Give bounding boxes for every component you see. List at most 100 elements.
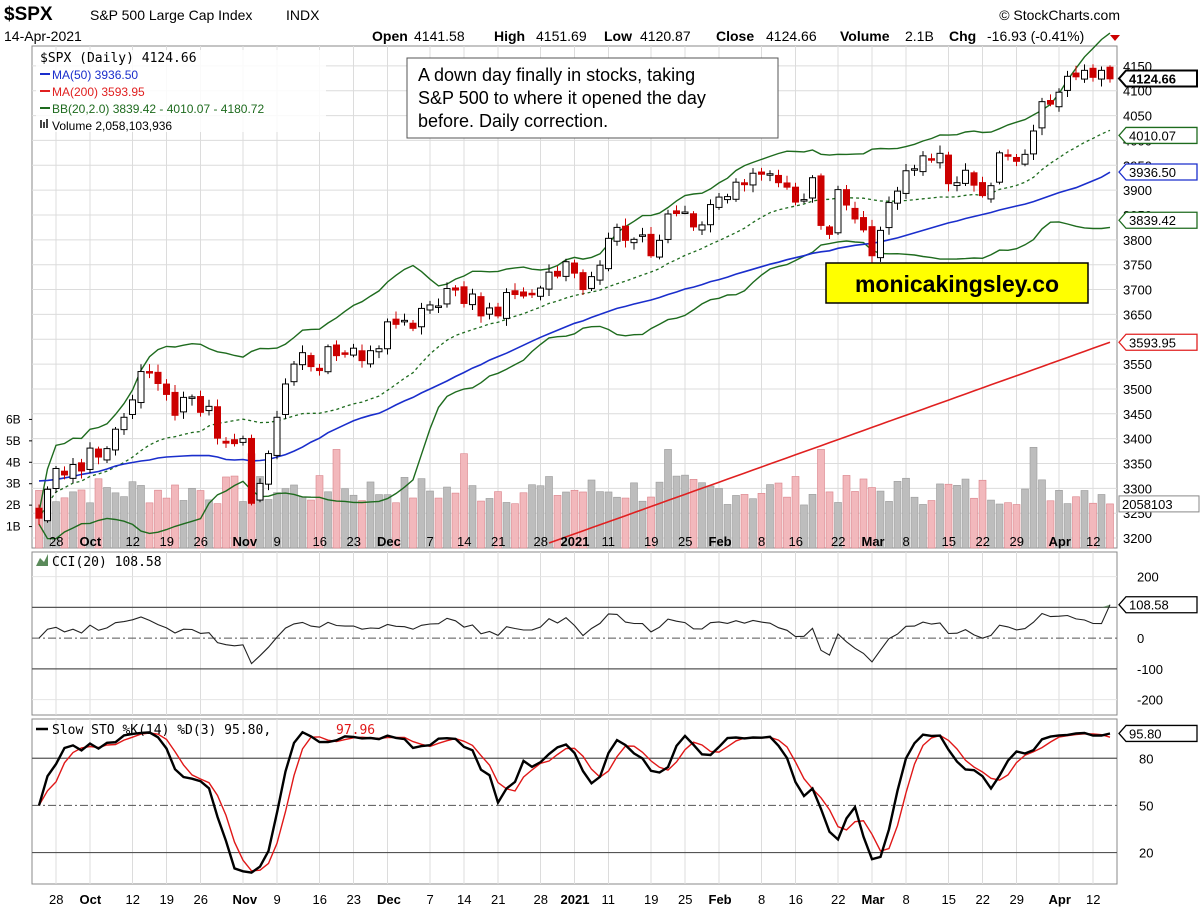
symbol: $SPX [4, 4, 53, 25]
volume-bar [962, 479, 969, 548]
candle-body [1107, 67, 1113, 79]
candle-body [878, 230, 884, 257]
x-tick-label: 25 [678, 534, 692, 549]
candle-body [665, 214, 671, 239]
price-marker-label: 3936.50 [1129, 165, 1176, 180]
volume-bar [146, 503, 153, 548]
candle-body [240, 439, 246, 443]
candle-body [589, 277, 595, 289]
x-tick-label: 15 [942, 534, 956, 549]
candle-body [249, 438, 255, 503]
x-tick-label: 22 [831, 534, 845, 549]
price-tick-label: 3900 [1123, 183, 1152, 198]
price-marker-label: 4010.07 [1129, 128, 1176, 143]
watermark-text: monicakingsley.co [855, 271, 1059, 297]
legend-price: $SPX (Daily) 4124.66 [40, 51, 197, 66]
x-tick-label: 11 [602, 892, 616, 907]
price-tick-label: 3650 [1123, 307, 1152, 322]
price-legend: $SPX (Daily) 4124.66 MA(50) 3936.50 MA(2… [36, 50, 326, 133]
legend-volume-bar-icon-3 [46, 119, 48, 128]
annotation-line-2: S&P 500 to where it opened the day [418, 88, 706, 108]
legend-volume-bar-icon-2 [43, 122, 45, 128]
candle-body [784, 183, 790, 187]
candle-body [750, 173, 756, 185]
candle-body [963, 170, 969, 183]
volume-bar [622, 498, 629, 548]
cci-tick-label: 200 [1137, 570, 1159, 585]
price-tick-label: 3800 [1123, 233, 1152, 248]
x-tick-label: 25 [678, 892, 692, 907]
x-tick-label: 2021 [561, 892, 590, 907]
price-tick-label: 3500 [1123, 382, 1152, 397]
price-tick-label: 3300 [1123, 481, 1152, 496]
candle-body [130, 400, 136, 415]
x-tick-label: 7 [427, 534, 434, 549]
candle-body [291, 364, 297, 382]
candle-body [844, 190, 850, 205]
candle-body [444, 289, 450, 304]
x-tick-label: Feb [709, 892, 732, 907]
candle-body [869, 227, 875, 256]
volume-tick-label: 2B [6, 498, 21, 512]
sto-tick-label: 20 [1139, 846, 1153, 861]
candle-body [529, 293, 535, 295]
volume-tick-label: 1B [6, 520, 21, 534]
candle-body [436, 306, 442, 308]
x-tick-label: Mar [862, 534, 885, 549]
price-tick-label: 3750 [1123, 258, 1152, 273]
cci-legend-text: CCI(20) 108.58 [52, 555, 162, 570]
x-tick-label: 12 [1086, 534, 1100, 549]
x-tick-label: Feb [709, 534, 732, 549]
volume-bar [333, 449, 340, 548]
candle-body [572, 263, 578, 273]
open-value: 4141.58 [414, 28, 465, 44]
candle-body [597, 265, 603, 280]
chart-header: $SPX S&P 500 Large Cap Index INDX © Stoc… [4, 4, 1120, 44]
cci-tick-label: -200 [1137, 693, 1163, 708]
chart-date: 14-Apr-2021 [4, 28, 82, 44]
candle-body [342, 353, 348, 355]
price-tick-label: 3350 [1123, 457, 1152, 472]
candle-body [104, 449, 110, 460]
x-tick-label: Nov [233, 534, 258, 549]
candle-body [1014, 157, 1020, 161]
x-tick-label: 8 [903, 534, 910, 549]
volume-bar [699, 483, 706, 548]
x-tick-label: 19 [160, 892, 174, 907]
candle-body [682, 212, 688, 214]
legend-bb: BB(20,2.0) 3839.42 - 4010.07 - 4180.72 [52, 102, 264, 116]
x-tick-label: Oct [80, 892, 102, 907]
candle-body [1090, 68, 1096, 77]
candle-body [376, 349, 382, 352]
candle-body [419, 308, 425, 326]
candle-body [827, 227, 833, 234]
copyright: © StockCharts.com [999, 7, 1120, 23]
x-tick-label: 14 [457, 534, 471, 549]
volume-bar [410, 498, 417, 548]
candle-body [818, 176, 824, 226]
volume-bar [214, 504, 221, 548]
x-tick-label: 15 [942, 892, 956, 907]
cci-tick-label: -100 [1137, 662, 1163, 677]
x-tick-label: 22 [976, 892, 990, 907]
volume-bar [1039, 480, 1046, 548]
legend-ma50: MA(50) 3936.50 [52, 68, 138, 82]
volume-bar [435, 498, 442, 548]
candle-body [461, 287, 467, 304]
price-tick-label: 3700 [1123, 283, 1152, 298]
down-arrow-icon [1110, 35, 1120, 41]
volume-bar [767, 485, 774, 548]
candle-body [895, 191, 901, 203]
watermark-box: monicakingsley.co [826, 263, 1088, 303]
x-tick-label: 8 [758, 534, 765, 549]
candle-body [1039, 102, 1045, 128]
candle-body [138, 372, 144, 403]
legend-ma200: MA(200) 3593.95 [52, 85, 145, 99]
x-tick-label: 12 [126, 534, 140, 549]
x-tick-label: 22 [976, 534, 990, 549]
volume-bar [733, 495, 740, 548]
x-tick-label: 21 [491, 534, 505, 549]
volume-bar [886, 501, 893, 548]
x-tick-label: Apr [1049, 534, 1071, 549]
